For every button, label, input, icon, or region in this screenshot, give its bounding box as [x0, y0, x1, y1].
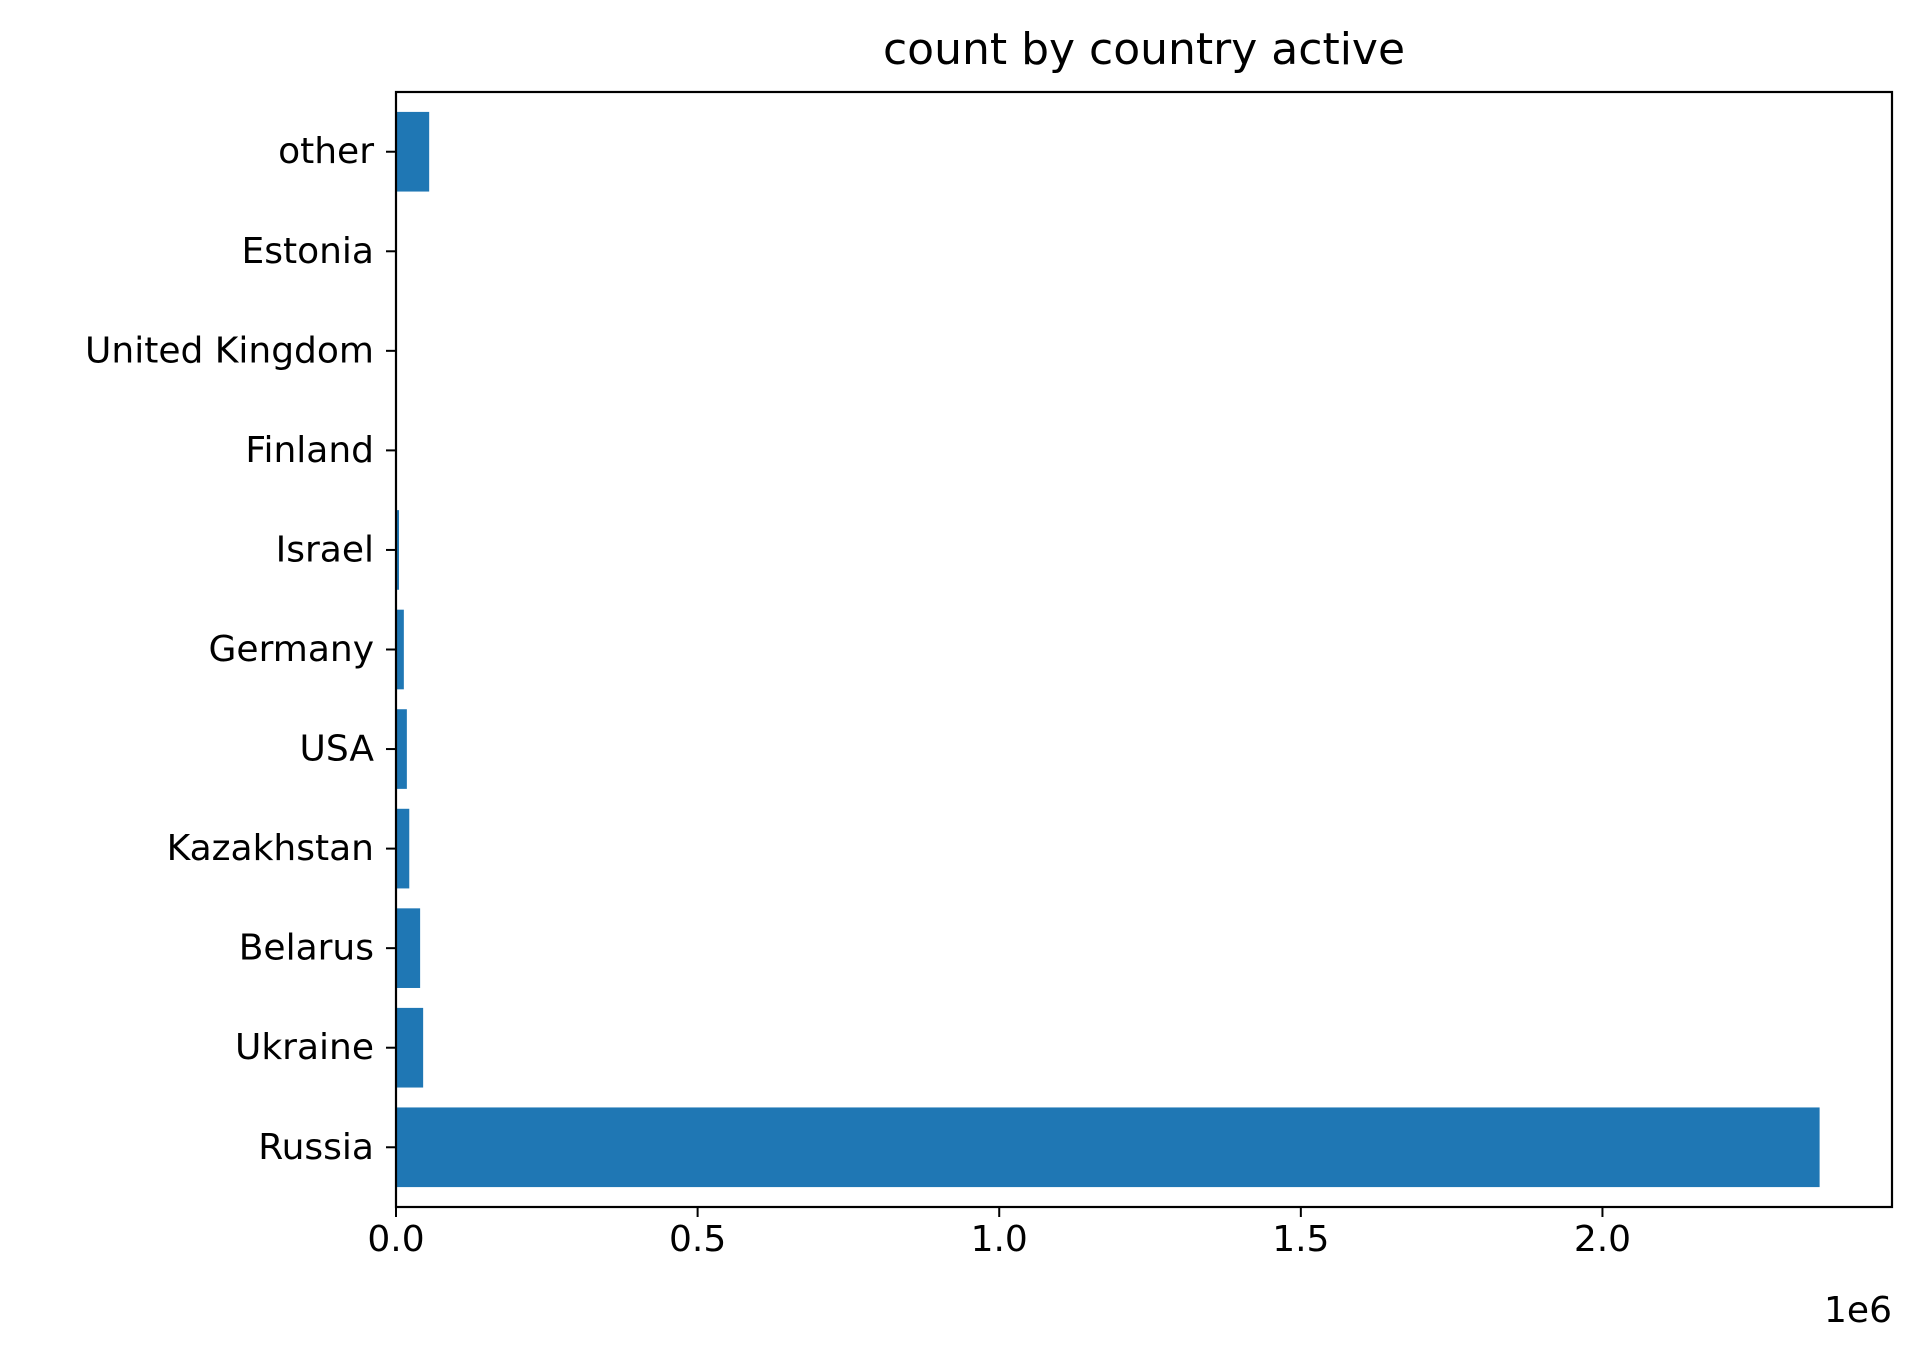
x-tick-label: 1.0	[971, 1219, 1028, 1260]
bar-ukraine	[396, 1008, 423, 1088]
y-tick-label: United Kingdom	[85, 330, 374, 371]
y-tick-label: Kazakhstan	[167, 828, 374, 869]
y-tick-label: Finland	[245, 430, 374, 471]
y-tick-label: Ukraine	[235, 1027, 374, 1068]
bar-germany	[396, 610, 404, 690]
bar-usa	[396, 709, 407, 789]
y-tick-label: Israel	[276, 529, 374, 570]
y-tick-label: Belarus	[239, 928, 374, 969]
y-tick-label: other	[278, 131, 374, 172]
x-tick-label: 0.5	[669, 1219, 726, 1260]
axis-offset-label: 1e6	[1824, 1290, 1892, 1331]
x-tick-label: 0.0	[367, 1219, 424, 1260]
bar-russia	[396, 1107, 1820, 1187]
y-tick-label: USA	[300, 729, 375, 770]
y-tick-label: Estonia	[241, 231, 374, 272]
y-tick-label: Russia	[258, 1127, 374, 1168]
bar-other	[396, 112, 429, 192]
x-tick-label: 1.5	[1272, 1219, 1329, 1260]
bar-belarus	[396, 908, 420, 988]
bar-kazakhstan	[396, 809, 409, 889]
y-tick-label: Germany	[209, 629, 374, 670]
x-tick-label: 2.0	[1574, 1219, 1631, 1260]
chart-title: count by country active	[883, 24, 1405, 75]
